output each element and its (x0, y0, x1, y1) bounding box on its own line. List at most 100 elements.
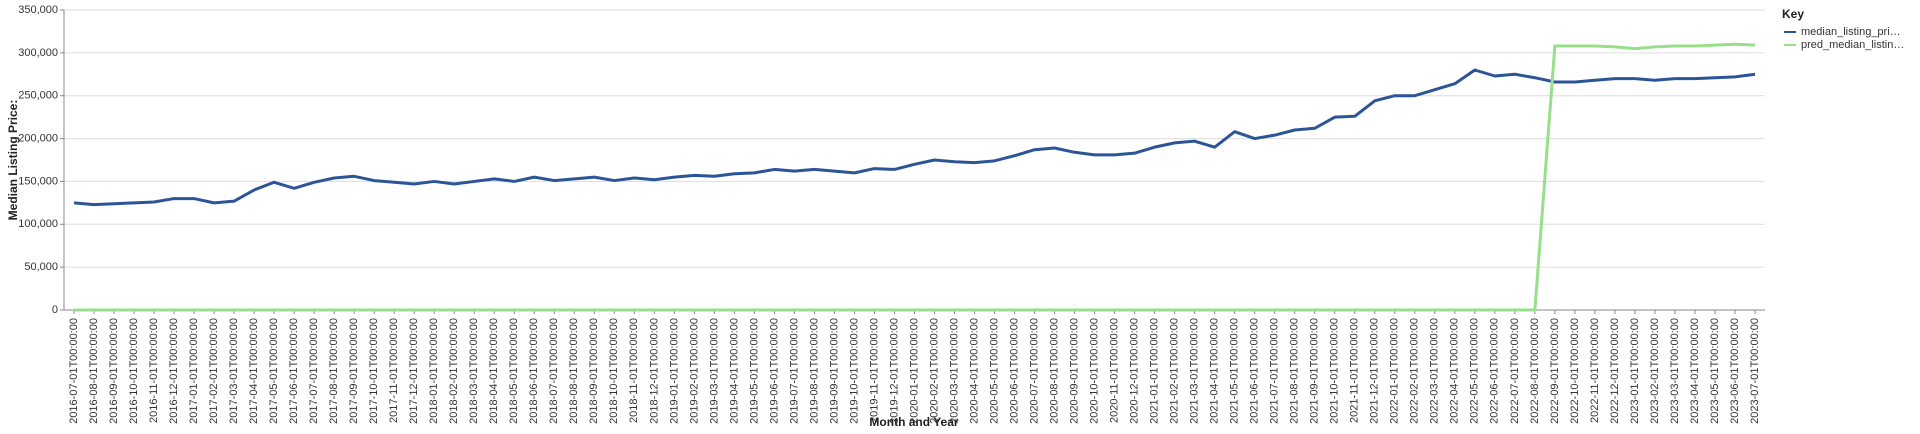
x-tick-label: 2022-12-01T00:00:00 (1609, 318, 1621, 424)
x-tick-label: 2018-03-01T00:00:00 (468, 318, 480, 424)
x-tick-label: 2021-01-01T00:00:00 (1149, 318, 1161, 424)
x-tick-label: 2021-10-01T00:00:00 (1329, 318, 1341, 424)
x-tick-label: 2023-04-01T00:00:00 (1689, 318, 1701, 424)
x-tick-label: 2017-05-01T00:00:00 (268, 318, 280, 424)
x-tick-label: 2021-05-01T00:00:00 (1229, 318, 1241, 424)
x-tick-label: 2018-12-01T00:00:00 (648, 318, 660, 424)
x-tick-label: 2022-09-01T00:00:00 (1549, 318, 1561, 424)
x-tick-label: 2019-08-01T00:00:00 (808, 318, 820, 424)
y-axis-title: Median Listing Price: (6, 100, 20, 221)
x-tick-label: 2023-07-01T00:00:00 (1749, 318, 1761, 424)
legend-label: median_listing_pri… (1801, 26, 1901, 38)
x-tick-label: 2019-05-01T00:00:00 (748, 318, 760, 424)
x-tick-label: 2022-08-01T00:00:00 (1529, 318, 1541, 424)
x-tick-label: 2021-07-01T00:00:00 (1269, 318, 1281, 424)
x-tick-label: 2017-10-01T00:00:00 (368, 318, 380, 424)
x-tick-label: 2017-09-01T00:00:00 (348, 318, 360, 424)
x-tick-label: 2021-03-01T00:00:00 (1189, 318, 1201, 424)
y-tick-label: 250,000 (18, 90, 58, 102)
x-tick-label: 2020-09-01T00:00:00 (1069, 318, 1081, 424)
legend-title: Key (1782, 7, 1804, 21)
x-tick-label: 2017-11-01T00:00:00 (388, 318, 400, 423)
x-tick-label: 2022-03-01T00:00:00 (1429, 318, 1441, 424)
x-tick-label: 2023-02-01T00:00:00 (1649, 318, 1661, 424)
x-tick-label: 2019-11-01T00:00:00 (868, 318, 880, 423)
x-axis-title: Month and Year (869, 415, 958, 429)
x-tick-label: 2020-11-01T00:00:00 (1109, 318, 1121, 423)
x-tick-label: 2020-06-01T00:00:00 (1008, 318, 1020, 424)
series-line (74, 42, 1756, 312)
x-tick-label: 2021-11-01T00:00:00 (1349, 318, 1361, 423)
x-tick-label: 2018-09-01T00:00:00 (588, 318, 600, 424)
x-tick-label: 2022-01-01T00:00:00 (1389, 318, 1401, 424)
y-tick-label: 150,000 (18, 175, 58, 187)
x-tick-label: 2019-07-01T00:00:00 (788, 318, 800, 424)
x-tick-label: 2019-10-01T00:00:00 (848, 318, 860, 424)
x-tick-label: 2021-12-01T00:00:00 (1369, 318, 1381, 424)
x-tick-label: 2020-12-01T00:00:00 (1129, 318, 1141, 424)
x-tick-label: 2019-02-01T00:00:00 (688, 318, 700, 424)
x-tick-label: 2018-11-01T00:00:00 (628, 318, 640, 423)
x-tick-label: 2016-11-01T00:00:00 (148, 318, 160, 423)
x-tick-label: 2019-01-01T00:00:00 (668, 318, 680, 424)
x-tick-label: 2021-08-01T00:00:00 (1289, 318, 1301, 424)
y-tick-label: 100,000 (18, 218, 58, 230)
x-tick-label: 2018-07-01T00:00:00 (548, 318, 560, 424)
x-tick-label: 2022-02-01T00:00:00 (1409, 318, 1421, 424)
x-tick-label: 2017-04-01T00:00:00 (248, 318, 260, 424)
x-tick-label: 2023-06-01T00:00:00 (1729, 318, 1741, 424)
x-tick-label: 2017-03-01T00:00:00 (228, 318, 240, 424)
y-tick-label: 0 (52, 304, 58, 316)
x-tick-label: 2018-06-01T00:00:00 (528, 318, 540, 424)
x-tick-label: 2020-10-01T00:00:00 (1089, 318, 1101, 424)
x-tick-label: 2016-09-01T00:00:00 (108, 318, 120, 424)
x-tick-label: 2016-10-01T00:00:00 (128, 318, 140, 424)
x-tick-label: 2018-02-01T00:00:00 (448, 318, 460, 424)
y-tick-label: 50,000 (24, 261, 58, 273)
x-tick-label: 2016-12-01T00:00:00 (168, 318, 180, 424)
x-tick-label: 2023-05-01T00:00:00 (1709, 318, 1721, 424)
x-tick-label: 2018-05-01T00:00:00 (508, 318, 520, 424)
x-tick-label: 2023-03-01T00:00:00 (1669, 318, 1681, 424)
x-tick-label: 2022-05-01T00:00:00 (1469, 318, 1481, 424)
x-tick-label: 2020-04-01T00:00:00 (968, 318, 980, 424)
x-tick-label: 2022-07-01T00:00:00 (1509, 318, 1521, 424)
x-tick-label: 2023-01-01T00:00:00 (1629, 318, 1641, 424)
x-tick-label: 2020-05-01T00:00:00 (988, 318, 1000, 424)
y-tick-label: 350,000 (18, 4, 58, 16)
x-tick-label: 2017-06-01T00:00:00 (288, 318, 300, 424)
x-tick-label: 2020-01-01T00:00:00 (908, 318, 920, 424)
x-tick-label: 2019-04-01T00:00:00 (728, 318, 740, 424)
x-tick-label: 2022-04-01T00:00:00 (1449, 318, 1461, 424)
x-tick-label: 2017-07-01T00:00:00 (308, 318, 320, 424)
x-tick-label: 2019-03-01T00:00:00 (708, 318, 720, 424)
x-tick-label: 2021-02-01T00:00:00 (1169, 318, 1181, 424)
x-tick-label: 2016-08-01T00:00:00 (88, 318, 100, 424)
y-tick-label: 300,000 (18, 47, 58, 59)
x-tick-label: 2020-07-01T00:00:00 (1028, 318, 1040, 424)
x-tick-label: 2020-08-01T00:00:00 (1048, 318, 1060, 424)
x-tick-label: 2018-10-01T00:00:00 (608, 318, 620, 424)
x-tick-label: 2017-02-01T00:00:00 (208, 318, 220, 424)
x-tick-label: 2022-06-01T00:00:00 (1489, 318, 1501, 424)
x-tick-label: 2018-08-01T00:00:00 (568, 318, 580, 424)
x-tick-label: 2017-01-01T00:00:00 (188, 318, 200, 424)
x-tick-label: 2019-06-01T00:00:00 (768, 318, 780, 424)
x-tick-label: 2019-12-01T00:00:00 (888, 318, 900, 424)
x-tick-label: 2021-09-01T00:00:00 (1309, 318, 1321, 424)
x-tick-label: 2022-10-01T00:00:00 (1569, 318, 1581, 424)
y-tick-label: 200,000 (18, 132, 58, 144)
x-tick-label: 2018-01-01T00:00:00 (428, 318, 440, 424)
series-line (73, 68, 1756, 207)
x-tick-label: 2021-04-01T00:00:00 (1209, 318, 1221, 424)
x-tick-label: 2019-09-01T00:00:00 (828, 318, 840, 424)
x-tick-label: 2022-11-01T00:00:00 (1589, 318, 1601, 423)
x-tick-label: 2016-07-01T00:00:00 (68, 318, 80, 424)
x-tick-label: 2017-08-01T00:00:00 (328, 318, 340, 424)
x-tick-label: 2020-02-01T00:00:00 (928, 318, 940, 424)
x-tick-label: 2018-04-01T00:00:00 (488, 318, 500, 424)
legend-label: pred_median_listin… (1801, 39, 1904, 51)
x-tick-label: 2017-12-01T00:00:00 (408, 318, 420, 424)
x-tick-label: 2021-06-01T00:00:00 (1249, 318, 1261, 424)
